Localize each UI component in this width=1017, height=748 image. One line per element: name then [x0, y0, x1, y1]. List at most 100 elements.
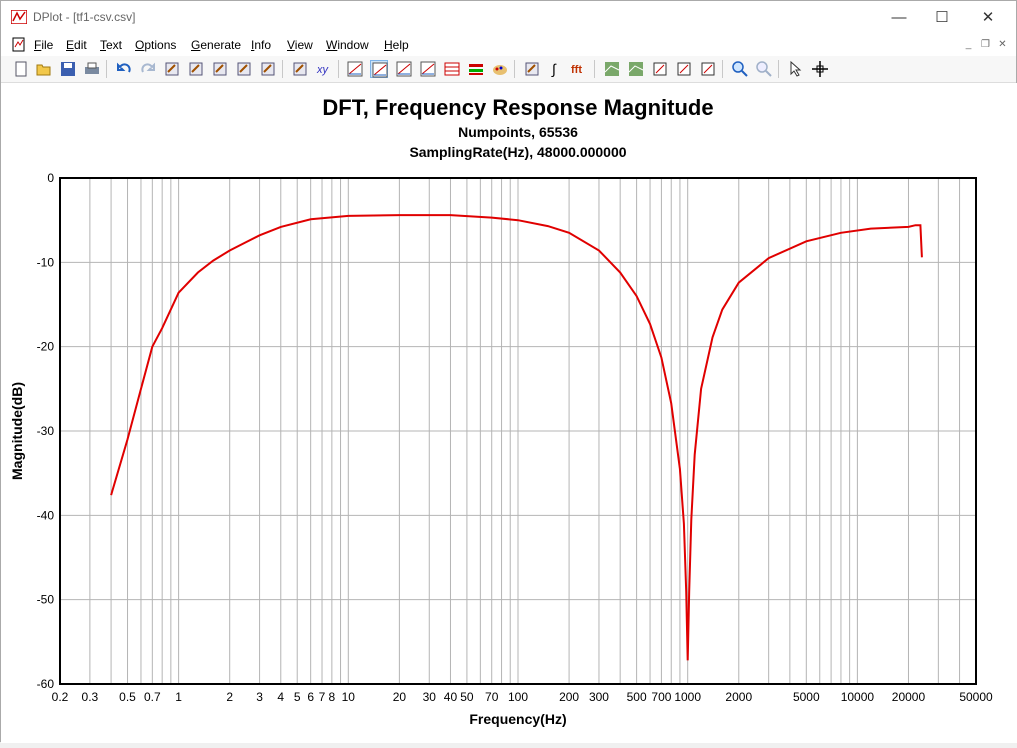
x-tick-label: 6 — [307, 690, 314, 704]
xy-swap-icon[interactable]: xy — [315, 60, 333, 78]
fft-icon[interactable]: fft — [571, 60, 589, 78]
series-line — [110, 214, 923, 661]
svg-text:fft: fft — [571, 64, 582, 76]
x-tick-label: 2 — [226, 690, 233, 704]
x-tick-label: 0.2 — [52, 690, 69, 704]
linear-linear-icon[interactable] — [346, 60, 364, 78]
menu-window[interactable]: Window — [326, 38, 369, 52]
palette-icon[interactable] — [491, 60, 509, 78]
x-tick-label: 50 — [460, 690, 474, 704]
log-linear-icon[interactable] — [370, 60, 388, 78]
menu-edit[interactable]: Edit — [66, 38, 87, 52]
x-tick-label: 10 — [342, 690, 356, 704]
maximize-button[interactable]: ☐ — [919, 1, 965, 33]
red-box-icon[interactable] — [675, 60, 693, 78]
x-tick-label: 4 — [277, 690, 284, 704]
menu-help[interactable]: Help — [384, 38, 409, 52]
x-tick-label: 40 — [444, 690, 458, 704]
table-icon[interactable] — [467, 60, 485, 78]
menu-view[interactable]: View — [287, 38, 313, 52]
menu-info[interactable]: Info — [251, 38, 272, 52]
x-tick-label: 1 — [175, 690, 182, 704]
x-tick-label: 0.5 — [119, 690, 136, 704]
x-tick-label: 300 — [589, 690, 609, 704]
log-log-icon[interactable] — [419, 60, 437, 78]
toolbar-separator — [514, 60, 515, 78]
y-tick-label: -10 — [37, 255, 55, 269]
dplot-app-icon — [11, 10, 27, 24]
operate-icon[interactable] — [291, 60, 309, 78]
integrate-icon[interactable]: ∫ — [547, 60, 565, 78]
y-axis-label: Magnitude(dB) — [9, 382, 25, 480]
new-document-icon[interactable] — [12, 60, 30, 78]
mdi-controls: _ ❐ ✕ — [961, 38, 1010, 52]
x-tick-label: 500 — [627, 690, 647, 704]
menu-file[interactable]: File — [34, 38, 54, 52]
y-tick-label: -20 — [37, 340, 55, 354]
document-icon[interactable] — [12, 37, 26, 52]
x-axis-label: Frequency(Hz) — [469, 711, 566, 727]
x-tick-label: 700 — [651, 690, 671, 704]
grid-icon[interactable] — [443, 60, 461, 78]
toolbar: xy ∫ fft — [1, 56, 1016, 83]
redo-icon[interactable] — [139, 60, 157, 78]
close-button[interactable]: ✕ — [965, 1, 1011, 33]
crosshair-icon[interactable] — [811, 60, 829, 78]
x-tick-label: 2000 — [725, 690, 752, 704]
clear-icon[interactable] — [211, 60, 229, 78]
x-tick-label: 20 — [393, 690, 407, 704]
x-tick-label: 20000 — [892, 690, 926, 704]
x-tick-label: 0.3 — [82, 690, 99, 704]
x-tick-label: 7 — [319, 690, 326, 704]
plot-frame — [59, 177, 977, 685]
zoom-out-icon[interactable] — [755, 60, 773, 78]
clear-zoom-icon[interactable] — [699, 60, 717, 78]
x-tick-label: 70 — [485, 690, 499, 704]
pointer-icon[interactable] — [787, 60, 805, 78]
edit-data-icon[interactable] — [235, 60, 253, 78]
open-folder-icon[interactable] — [35, 60, 53, 78]
x-tick-label: 0.7 — [144, 690, 161, 704]
mdi-restore-button[interactable]: ❐ — [981, 39, 990, 50]
y-tick-label: -50 — [37, 593, 55, 607]
paste-icon[interactable] — [187, 60, 205, 78]
mdi-minimize-button[interactable]: _ — [965, 39, 972, 50]
menu-options[interactable]: Options — [135, 38, 177, 52]
menu-generate[interactable]: Generate — [191, 38, 242, 52]
toolbar-separator — [282, 60, 283, 78]
window-title: DPlot - [tf1-csv.csv] — [33, 10, 136, 24]
chart-subtitle-numpoints: Numpoints, 65536 — [458, 124, 578, 140]
x-tick-label: 100 — [508, 690, 528, 704]
toolbar-separator — [106, 60, 107, 78]
x-tick-label: 200 — [559, 690, 579, 704]
print-icon[interactable] — [83, 60, 101, 78]
menu-text[interactable]: Text — [100, 38, 123, 52]
save-icon[interactable] — [59, 60, 77, 78]
chart-subtitle-samplingrate: SamplingRate(Hz), 48000.000000 — [409, 144, 626, 160]
area-icon[interactable] — [603, 60, 621, 78]
plot-area: 0 -10 -20 -30 -40 -50 -60 0.2 0.3 0.5 0.7 1 2 3 4 5 6 7 8 1… — [1, 83, 1017, 743]
svg-text:xy: xy — [316, 64, 330, 76]
toolbar-separator — [778, 60, 779, 78]
zoom-box-icon[interactable] — [651, 60, 669, 78]
x-tick-label: 1000 — [674, 690, 701, 704]
x-tick-label: 30 — [423, 690, 437, 704]
mdi-close-button[interactable]: ✕ — [998, 39, 1007, 50]
minimize-icon: — — [891, 8, 907, 26]
y-tick-label: -40 — [37, 508, 55, 522]
menu-bar: File Edit Text Options Generate Info View Windo… — [1, 35, 1016, 55]
copy-icon[interactable] — [163, 60, 181, 78]
linear-log-icon[interactable] — [395, 60, 413, 78]
y-tick-label: 0 — [47, 171, 54, 185]
y-tick-label: -60 — [37, 677, 55, 691]
zoom-in-icon[interactable] — [731, 60, 749, 78]
edit-table-icon[interactable] — [259, 60, 277, 78]
x-tick-label: 5 — [294, 690, 301, 704]
undo-icon[interactable] — [115, 60, 133, 78]
x-tick-label: 5000 — [793, 690, 820, 704]
title-bar[interactable]: DPlot - [tf1-csv.csv] — ☐ ✕ — [1, 1, 1016, 33]
scale-icon[interactable] — [523, 60, 541, 78]
minimize-button[interactable]: — — [876, 1, 922, 33]
contour-icon[interactable] — [627, 60, 645, 78]
